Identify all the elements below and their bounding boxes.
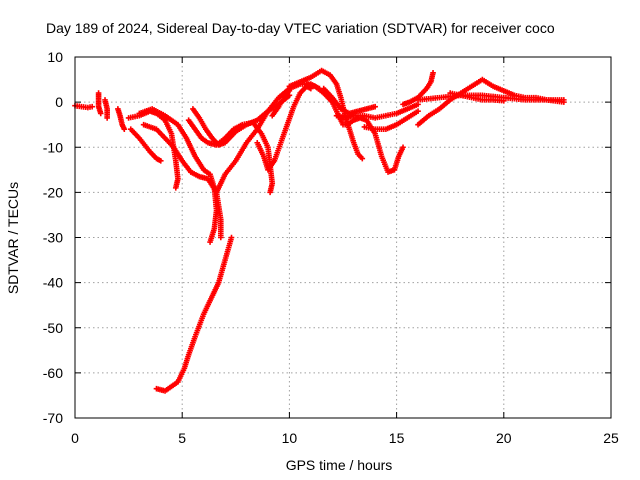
data-points bbox=[72, 67, 567, 394]
data-point bbox=[359, 155, 366, 162]
series-arc-14 bbox=[269, 88, 293, 119]
data-point bbox=[501, 97, 507, 104]
data-point bbox=[97, 110, 104, 117]
x-tick-label: 20 bbox=[496, 430, 512, 446]
series-arc-16 bbox=[303, 81, 406, 175]
x-axis-label: GPS time / hours bbox=[286, 457, 393, 473]
series-arc-01 bbox=[72, 102, 95, 111]
y-tick-label: -20 bbox=[43, 184, 63, 200]
series-arc-06 bbox=[127, 126, 164, 164]
series-arc-23 bbox=[447, 90, 507, 104]
data-point bbox=[430, 69, 436, 76]
y-axis-label: SDTVAR / TECUs bbox=[5, 182, 21, 294]
data-point bbox=[228, 234, 235, 241]
axis-ticks: 0 5 10 15 20 25 10 0 -10 -20 -30 -40 -50 -60 -70 bbox=[43, 49, 619, 446]
data-point bbox=[104, 115, 110, 121]
data-point bbox=[415, 108, 421, 114]
x-tick-label: 0 bbox=[71, 430, 79, 446]
series-arc-04 bbox=[115, 106, 128, 132]
data-point bbox=[121, 126, 128, 132]
data-point bbox=[207, 239, 213, 245]
data-point bbox=[89, 103, 95, 110]
series-arc-08 bbox=[140, 121, 224, 241]
data-point bbox=[561, 99, 567, 105]
x-tick-label: 5 bbox=[178, 430, 186, 446]
y-tick-label: -40 bbox=[43, 275, 63, 291]
y-tick-label: -30 bbox=[43, 230, 63, 246]
y-tick-label: 10 bbox=[47, 49, 63, 65]
y-tick-label: -50 bbox=[43, 320, 63, 336]
y-tick-label: -60 bbox=[43, 365, 63, 381]
series-arc-09 bbox=[153, 234, 235, 394]
series-arc-19 bbox=[361, 108, 421, 132]
data-point bbox=[172, 185, 179, 191]
y-tick-label: -70 bbox=[43, 410, 63, 426]
series-arc-02 bbox=[95, 90, 104, 117]
y-tick-label: -10 bbox=[43, 139, 63, 155]
x-tick-label: 15 bbox=[389, 430, 405, 446]
series-arc-03 bbox=[102, 97, 110, 121]
grid bbox=[75, 57, 611, 418]
data-point bbox=[157, 157, 164, 164]
data-point bbox=[217, 234, 224, 241]
series-arc-20 bbox=[400, 69, 436, 108]
data-point bbox=[400, 144, 406, 151]
series-arc-13 bbox=[254, 83, 314, 173]
x-tick-label: 25 bbox=[603, 430, 619, 446]
y-tick-label: 0 bbox=[55, 94, 63, 110]
series-arc-17 bbox=[320, 85, 378, 117]
chart-title: Day 189 of 2024, Sidereal Day-to-day VTE… bbox=[46, 20, 555, 36]
data-point bbox=[267, 189, 273, 196]
series-arc-15 bbox=[286, 67, 366, 162]
data-point bbox=[372, 103, 378, 110]
x-tick-label: 10 bbox=[282, 430, 298, 446]
